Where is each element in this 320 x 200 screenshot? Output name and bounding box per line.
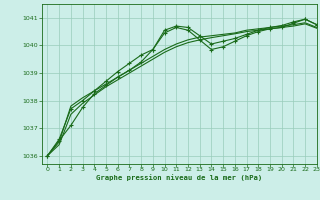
X-axis label: Graphe pression niveau de la mer (hPa): Graphe pression niveau de la mer (hPa) [96, 174, 262, 181]
